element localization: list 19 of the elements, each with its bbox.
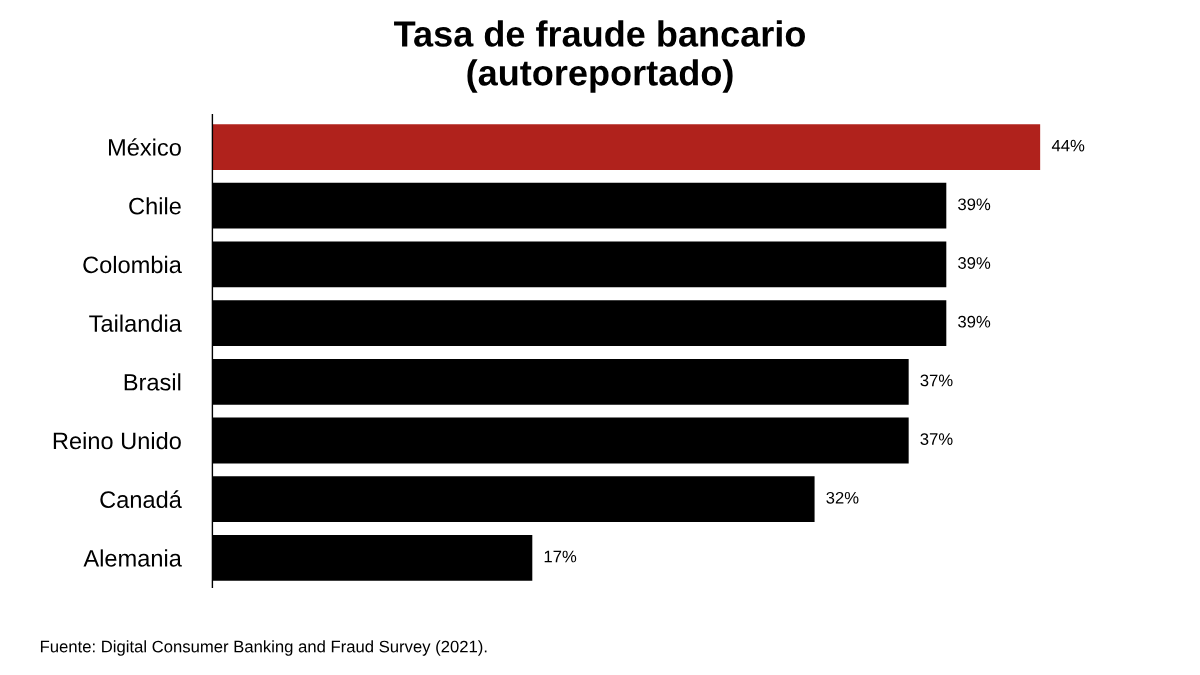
data-label: 32% [826,491,859,504]
chart-title: Tasa de fraude bancario (autoreportado) [394,20,805,93]
y-tick-label: Reino Unido [53,431,181,450]
y-tick-label: México [109,138,181,156]
data-label: 37% [920,374,953,387]
data-label: 39% [958,198,991,211]
y-tick-label: Brasil [124,373,181,391]
y-tick-label: Colombia [83,255,182,274]
bar [212,124,1041,170]
y-tick-label: Chile [129,197,181,215]
data-label: 17% [544,550,577,563]
y-tick-label: Alemania [83,549,182,567]
data-label: 39% [958,257,991,269]
y-tick-label: Tailandia [89,314,182,332]
source-note: Fuente: Digital Consumer Banking and Fraud Survey (2021). [40,640,487,656]
data-label: 37% [920,433,953,445]
y-tick-label: Canadá [100,490,182,508]
data-label: 39% [958,315,991,328]
data-label: 44% [1051,139,1085,152]
